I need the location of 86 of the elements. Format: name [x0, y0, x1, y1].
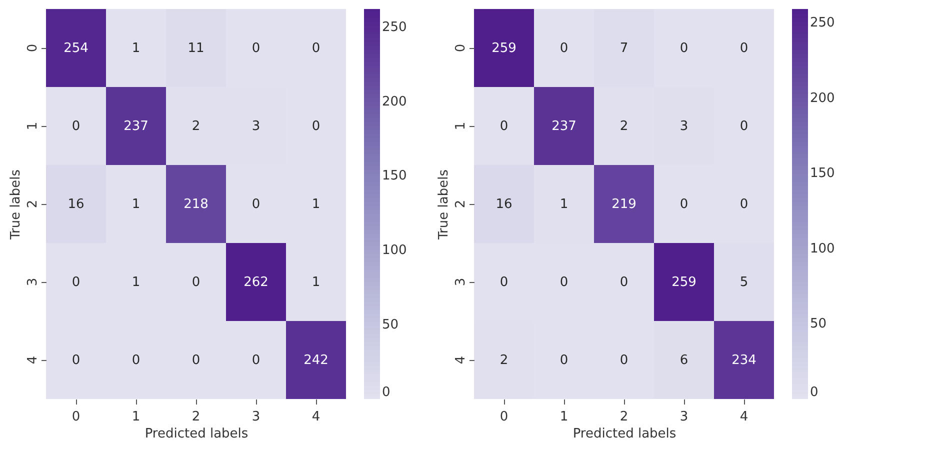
- x-tick-label: 3: [252, 410, 260, 424]
- x-tick-label: 3: [680, 410, 688, 424]
- y-tick-label: 2: [26, 200, 40, 208]
- color-bar-label: 0: [382, 385, 390, 400]
- color-bar-label: 150: [382, 168, 407, 184]
- color-bar-label: 150: [810, 166, 835, 182]
- data-label: 262: [244, 275, 268, 290]
- y-axis-title: True labels: [436, 169, 452, 240]
- y-tick-label: 1: [454, 122, 468, 130]
- data-label: 0: [500, 275, 508, 290]
- data-label: 0: [72, 275, 80, 290]
- y-tick-label: 3: [454, 278, 468, 286]
- data-label: 0: [252, 353, 260, 368]
- data-label: 234: [732, 353, 756, 368]
- x-tick-label: 1: [132, 410, 140, 424]
- data-label: 2: [620, 119, 628, 134]
- data-label: 0: [500, 119, 508, 134]
- data-label: 0: [680, 197, 688, 212]
- data-label: 0: [560, 275, 568, 290]
- data-label: 1: [132, 197, 140, 212]
- data-label: 237: [552, 119, 576, 134]
- x-tick-label: 4: [312, 410, 320, 424]
- data-label: 2: [500, 353, 508, 368]
- color-bar-label: 0: [810, 385, 818, 400]
- color-bar-label: 100: [810, 241, 835, 256]
- data-label: 218: [184, 197, 208, 212]
- data-label: 0: [192, 275, 200, 290]
- data-label: 259: [672, 275, 696, 290]
- data-label: 237: [124, 119, 148, 134]
- color-bar-label: 200: [382, 94, 407, 110]
- x-tick-label: 1: [560, 410, 568, 424]
- data-label: 0: [132, 353, 140, 368]
- data-label: 0: [620, 275, 628, 290]
- x-tick-label: 2: [620, 410, 628, 424]
- x-tick-label: 4: [740, 410, 748, 424]
- x-tick-label: 0: [500, 410, 508, 424]
- color-bar-label: 50: [810, 316, 827, 332]
- y-tick-label: 4: [26, 356, 40, 364]
- data-label: 0: [72, 353, 80, 368]
- data-label: 259: [492, 41, 516, 56]
- y-axis-title: True labels: [8, 169, 24, 240]
- data-label: 1: [560, 197, 568, 212]
- y-tick-label: 0: [26, 44, 40, 52]
- color-bar-label: 250: [810, 16, 835, 31]
- data-label: 0: [740, 197, 748, 212]
- data-label: 242: [304, 353, 328, 368]
- data-label: 1: [132, 41, 140, 56]
- data-label: 1: [312, 275, 320, 290]
- data-label: 11: [188, 41, 204, 56]
- y-tick-label: 1: [26, 122, 40, 130]
- color-bar-label: 50: [382, 318, 399, 333]
- data-label: 3: [252, 119, 260, 134]
- data-label: 0: [560, 353, 568, 368]
- data-label: 1: [132, 275, 140, 290]
- color-bar-label: 250: [382, 20, 407, 35]
- data-label: 3: [680, 119, 688, 134]
- data-label: 0: [252, 197, 260, 212]
- color-bar-label: 100: [382, 243, 407, 258]
- y-tick-label: 4: [454, 356, 468, 364]
- data-label: 6: [680, 353, 688, 368]
- data-label: 0: [620, 353, 628, 368]
- data-label: 0: [560, 41, 568, 56]
- x-axis-title: Predicted labels: [572, 426, 676, 442]
- data-label: 0: [252, 41, 260, 56]
- data-label: 1: [312, 197, 320, 212]
- data-label: 0: [192, 353, 200, 368]
- data-label: 0: [72, 119, 80, 134]
- data-label: 2: [192, 119, 200, 134]
- data-label: 16: [68, 197, 84, 212]
- x-tick-label: 2: [192, 410, 200, 424]
- y-tick-label: 2: [454, 200, 468, 208]
- data-label: 7: [620, 41, 628, 56]
- y-tick-label: 0: [454, 44, 468, 52]
- data-label: 0: [680, 41, 688, 56]
- data-label: 16: [496, 197, 512, 212]
- data-label: 0: [740, 119, 748, 134]
- x-tick-label: 0: [72, 410, 80, 424]
- color-bar-label: 200: [810, 90, 835, 106]
- data-label: 254: [64, 41, 88, 56]
- data-label: 5: [740, 275, 748, 290]
- data-label: 0: [312, 41, 320, 56]
- y-tick-label: 3: [26, 278, 40, 286]
- data-label: 0: [312, 119, 320, 134]
- data-label: 0: [740, 41, 748, 56]
- data-label: 219: [612, 197, 636, 212]
- x-axis-title: Predicted labels: [144, 426, 248, 442]
